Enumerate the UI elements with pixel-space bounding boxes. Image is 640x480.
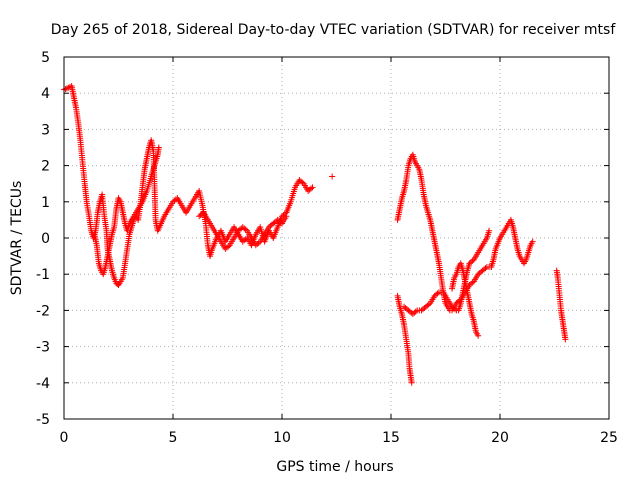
y-axis-label: SDTVAR / TECUs — [9, 181, 25, 296]
y-tick-label: 1 — [41, 195, 50, 211]
data-point — [255, 239, 262, 246]
data-point — [242, 226, 249, 233]
data-point — [412, 308, 419, 315]
y-tick-label: -2 — [36, 303, 50, 319]
data-point — [329, 173, 336, 180]
y-tick-label: 5 — [41, 50, 50, 66]
x-tick-label: 0 — [60, 430, 69, 446]
y-tick-label: -4 — [36, 376, 50, 392]
data-point — [299, 179, 306, 186]
x-tick-label: 20 — [491, 430, 509, 446]
data-point — [486, 227, 493, 234]
y-tick-label: 2 — [41, 159, 50, 175]
data-point — [172, 196, 179, 203]
data-point — [434, 290, 441, 297]
data-point — [242, 236, 249, 243]
data-point — [283, 213, 290, 220]
data-point — [469, 257, 476, 264]
data-point — [475, 332, 482, 339]
data-point — [225, 243, 232, 250]
data-point — [529, 238, 536, 245]
y-tick-label: 0 — [41, 231, 50, 247]
x-tick-label: 10 — [273, 430, 291, 446]
data-point — [199, 210, 206, 217]
x-axis-label: GPS time / hours — [276, 459, 393, 475]
x-tick-label: 5 — [169, 430, 178, 446]
y-tick-label: -3 — [36, 340, 50, 356]
x-tick-label: 15 — [382, 430, 400, 446]
y-tick-label: -5 — [36, 412, 50, 428]
axis-ticks: 0 5 10 15 20 25 -5 -4 -3 -2 -1 0 1 2 3 4 5 — [36, 50, 618, 446]
data-point — [308, 185, 315, 192]
data-point — [482, 265, 489, 272]
data-point — [63, 85, 70, 92]
data-point — [62, 85, 69, 92]
data-point — [155, 144, 162, 151]
data-point — [425, 301, 432, 308]
x-tick-label: 25 — [600, 430, 618, 446]
data-points — [61, 82, 569, 386]
data-point — [408, 379, 415, 386]
chart-title: Day 265 of 2018, Sidereal Day-to-day VTE… — [51, 22, 617, 38]
data-point — [469, 279, 476, 286]
y-tick-label: 3 — [41, 122, 50, 138]
data-point — [309, 184, 316, 191]
data-point — [562, 336, 569, 343]
data-point — [277, 219, 284, 226]
y-tick-label: 4 — [41, 86, 50, 102]
data-point — [451, 306, 458, 313]
y-tick-label: -1 — [36, 267, 50, 283]
